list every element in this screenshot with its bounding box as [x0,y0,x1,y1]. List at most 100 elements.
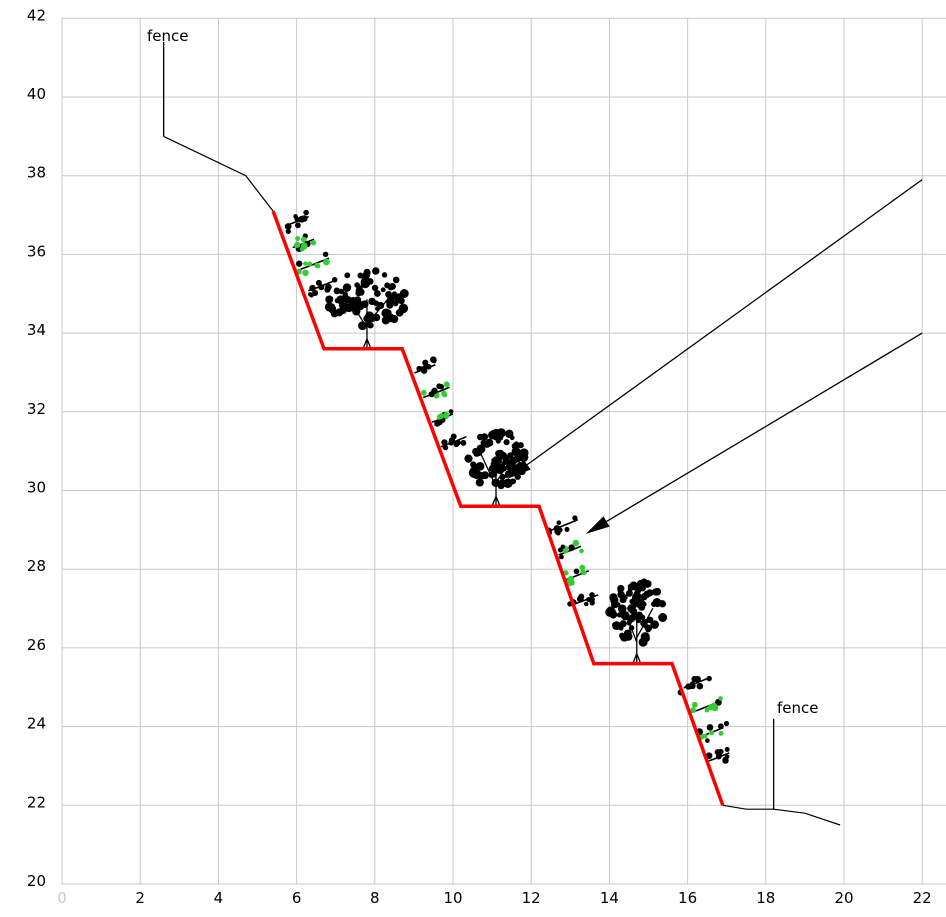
foliage-clump [583,601,589,607]
y-tick-label: 34 [27,321,46,339]
x-tick-label: 14 [600,889,619,907]
foliage-clump [638,603,646,611]
foliage-clump [295,222,301,229]
foliage-clump [572,539,580,547]
foliage-clump [627,604,636,613]
foliage-clump [636,611,643,619]
foliage-clump [617,587,624,594]
foliage-clump [302,269,309,277]
foliage-clump [448,437,456,444]
foliage-clump [724,747,730,752]
x-tick-label: 16 [678,889,697,907]
foliage-clump [284,223,292,230]
foliage-clump [325,295,334,304]
x-tick-label: 0 [57,889,67,907]
foliage-clump [331,277,338,283]
foliage-clump [554,529,561,535]
leader-line [606,332,923,523]
foliage-clump [485,438,494,447]
foliage-clump [624,632,633,641]
foliage-clump [628,625,635,631]
foliage-clump [723,720,730,727]
shrub-group [414,356,467,451]
foliage-clump [625,589,633,597]
foliage-clump [430,356,437,363]
x-tick-label: 20 [834,889,853,907]
foliage-clump [646,616,654,624]
foliage-clump [634,586,641,593]
foliage-clump [372,267,380,275]
foliage-clump [298,215,306,223]
foliage-clump [333,287,341,295]
foliage-clump [704,707,710,713]
foliage-clump [470,461,477,468]
foliage-clump [342,283,352,292]
foliage-clump [658,613,668,622]
foliage-clump [646,589,654,597]
foliage-clump [696,682,704,690]
foliage-clump [478,472,486,480]
foliage-clump [322,258,330,266]
foliage-clump [722,757,729,764]
foliage-clump [491,478,500,488]
foliage-clump [627,615,636,623]
foliage-clump [356,285,363,291]
foliage-clump [438,384,445,390]
foliage-clump [355,289,363,297]
foliage-clump [363,314,371,323]
foliage-clump [303,209,309,216]
foliage-clump [315,279,322,286]
y-tick-label: 38 [27,164,46,182]
foliage-clump [480,439,487,447]
foliage-clump [420,389,427,396]
foliage-clump [443,411,449,417]
foliage-clump [629,598,635,605]
foliage-clump [560,544,566,549]
foliage-clump [708,730,715,736]
tree [464,428,529,507]
foliage-clump [441,439,448,446]
foliage-clump [509,478,517,485]
foliage-clump [295,236,301,241]
foliage-clump [691,676,698,682]
foliage-clump [307,261,313,267]
foliage-clump [559,554,564,560]
foliage-clump [442,444,449,451]
foliage-clump [448,409,454,414]
terraced-slope [271,210,725,806]
y-tick-label: 36 [27,242,46,260]
fence-label-left: fence [147,27,189,45]
foliage-clump [717,723,724,730]
y-tick-label: 30 [27,479,46,497]
foliage-clump [612,621,621,631]
foliage-clump [589,592,595,598]
foliage-clump [357,272,364,279]
x-tick-label: 4 [214,889,224,907]
foliage-clump [503,439,510,446]
foliage-clump [568,544,575,551]
foliage-clump [517,442,524,449]
foliage-clump [690,707,696,713]
foliage-clump [476,433,484,441]
foliage-clump [705,738,710,743]
foliage-clump [386,301,394,309]
foliage-clump [488,464,497,473]
foliage-clump [443,381,450,388]
terrain-profile [163,41,841,826]
foliage-clump [502,457,511,465]
foliage-clump [473,450,480,457]
foliage-clump [386,313,395,323]
foliage-clump [294,241,301,248]
y-tick-label: 40 [27,85,46,103]
foliage-clump [385,290,393,298]
vegetation [284,209,730,764]
foliage-clump [706,675,712,682]
foliage-clump [344,272,351,279]
foliage-clump [579,564,586,571]
foliage-clump [718,730,724,736]
existing-ground-right [722,804,841,826]
arrowhead [585,516,610,534]
foliage-clump [507,452,514,459]
annotations: fence fence [147,27,819,717]
